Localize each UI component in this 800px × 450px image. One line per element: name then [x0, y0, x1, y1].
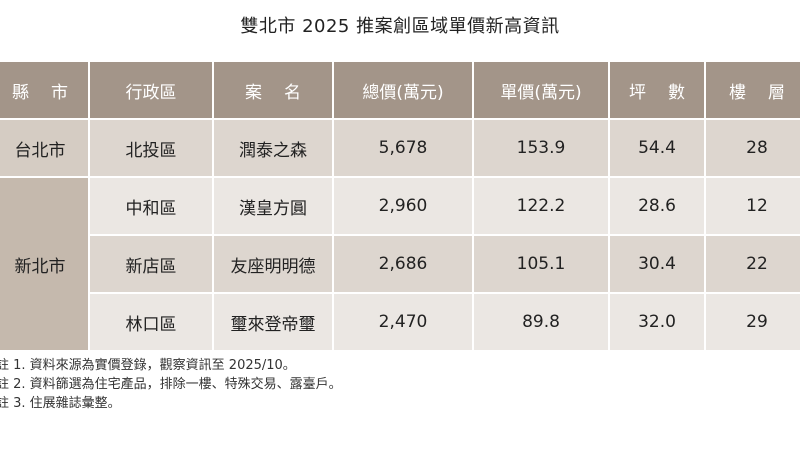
table-row: 林口區 璽來登帝璽 2,470 89.8 32.0 29: [0, 292, 800, 352]
project-name-cell: 璽來登帝璽: [212, 292, 334, 352]
city-cell-new-taipei: 新北市: [0, 176, 90, 352]
project-name-cell: 友座明明德: [212, 234, 334, 294]
floors-cell: 29: [704, 292, 800, 352]
header-district: 行政區: [88, 60, 214, 120]
header-ping: 坪數: [608, 60, 706, 120]
table-row: 新北市 中和區 漢皇方圓 2,960 122.2 28.6 12: [0, 176, 800, 352]
ping-cell: 28.6: [608, 176, 706, 236]
table-row: 台北市 北投區 潤泰之森 5,678 153.9 54.4 28: [0, 118, 800, 178]
unit-price-cell: 105.1: [472, 234, 610, 294]
ping-cell: 54.4: [608, 118, 706, 178]
header-total-price: 總價(萬元): [332, 60, 474, 120]
price-table: 縣市 行政區 案名 總價(萬元) 單價(萬元) 坪數 樓層 台北市 北投區 潤泰…: [0, 60, 800, 352]
floors-cell: 12: [704, 176, 800, 236]
project-name-cell: 潤泰之森: [212, 118, 334, 178]
floors-cell: 22: [704, 234, 800, 294]
table-title: 雙北市 2025 推案創區域單價新高資訊: [240, 16, 560, 37]
footnote: 註 3. 住展雜誌彙整。: [0, 396, 121, 411]
header-unit-price: 單價(萬元): [472, 60, 610, 120]
header-project-name: 案名: [212, 60, 334, 120]
unit-price-cell: 122.2: [472, 176, 610, 236]
total-price-cell: 2,960: [332, 176, 474, 236]
ping-cell: 32.0: [608, 292, 706, 352]
district-cell: 北投區: [88, 118, 214, 178]
city-cell-taipei: 台北市: [0, 118, 90, 178]
total-price-cell: 2,686: [332, 234, 474, 294]
district-cell: 中和區: [88, 176, 214, 236]
table-row: 新店區 友座明明德 2,686 105.1 30.4 22: [0, 234, 800, 294]
total-price-cell: 5,678: [332, 118, 474, 178]
footnotes: 註 1. 資料來源為實價登錄，觀察資訊至 2025/10。 註 2. 資料篩選為…: [0, 356, 342, 413]
header-row: 縣市 行政區 案名 總價(萬元) 單價(萬元) 坪數 樓層: [0, 60, 800, 120]
floors-cell: 28: [704, 118, 800, 178]
district-cell: 新店區: [88, 234, 214, 294]
ping-cell: 30.4: [608, 234, 706, 294]
unit-price-cell: 89.8: [472, 292, 610, 352]
footnote: 註 2. 資料篩選為住宅產品，排除一樓、特殊交易、露臺戶。: [0, 377, 342, 392]
header-city: 縣市: [0, 60, 90, 120]
footnote: 註 1. 資料來源為實價登錄，觀察資訊至 2025/10。: [0, 358, 296, 373]
total-price-cell: 2,470: [332, 292, 474, 352]
header-floors: 樓層: [704, 60, 800, 120]
unit-price-cell: 153.9: [472, 118, 610, 178]
district-cell: 林口區: [88, 292, 214, 352]
project-name-cell: 漢皇方圓: [212, 176, 334, 236]
